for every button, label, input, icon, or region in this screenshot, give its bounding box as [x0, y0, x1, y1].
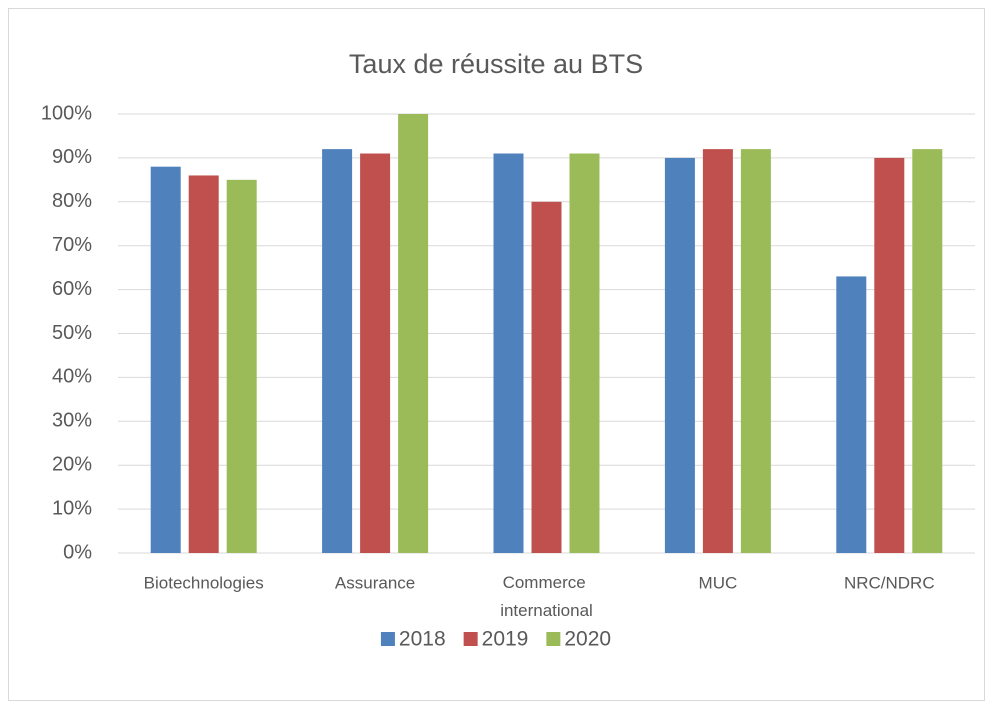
bar: [226, 179, 257, 553]
legend-swatch: [463, 632, 478, 646]
bar: [874, 157, 905, 553]
y-tick-label: 0%: [63, 541, 92, 563]
x-tick-label: Biotechnologies: [144, 573, 264, 592]
y-tick-label: 80%: [52, 190, 92, 212]
bar: [702, 149, 733, 553]
bar: [569, 153, 600, 553]
y-tick-label: 90%: [52, 146, 92, 168]
x-tick-label: Assurance: [335, 573, 415, 592]
y-tick-label: 60%: [52, 278, 92, 300]
bar: [188, 175, 219, 553]
bar: [398, 114, 429, 553]
y-tick-label: 20%: [52, 453, 92, 475]
bar: [322, 149, 353, 553]
bar: [531, 201, 562, 554]
y-tick-label: 10%: [52, 497, 92, 519]
y-tick-label: 30%: [52, 410, 92, 432]
bar: [360, 153, 391, 553]
y-tick-label: 50%: [52, 322, 92, 344]
y-tick-label: 40%: [52, 366, 92, 388]
bar: [664, 157, 695, 553]
bar: [836, 276, 867, 553]
x-tick-label: NRC/NDRC: [844, 573, 935, 592]
bar: [493, 153, 524, 553]
bar: [740, 149, 771, 553]
bar: [912, 149, 943, 553]
legend-label: 2020: [564, 628, 611, 651]
y-tick-label: 70%: [52, 234, 92, 256]
legend-label: 2019: [482, 628, 529, 651]
chart-title: Taux de réussite au BTS: [349, 49, 643, 79]
legend-label: 2018: [399, 628, 446, 651]
legend-swatch: [546, 632, 561, 646]
bar: [150, 166, 181, 553]
x-tick-label: Commerce international: [500, 573, 593, 620]
legend-swatch: [380, 632, 395, 646]
y-tick-label: 100%: [41, 102, 92, 124]
x-tick-label: MUC: [699, 573, 738, 592]
